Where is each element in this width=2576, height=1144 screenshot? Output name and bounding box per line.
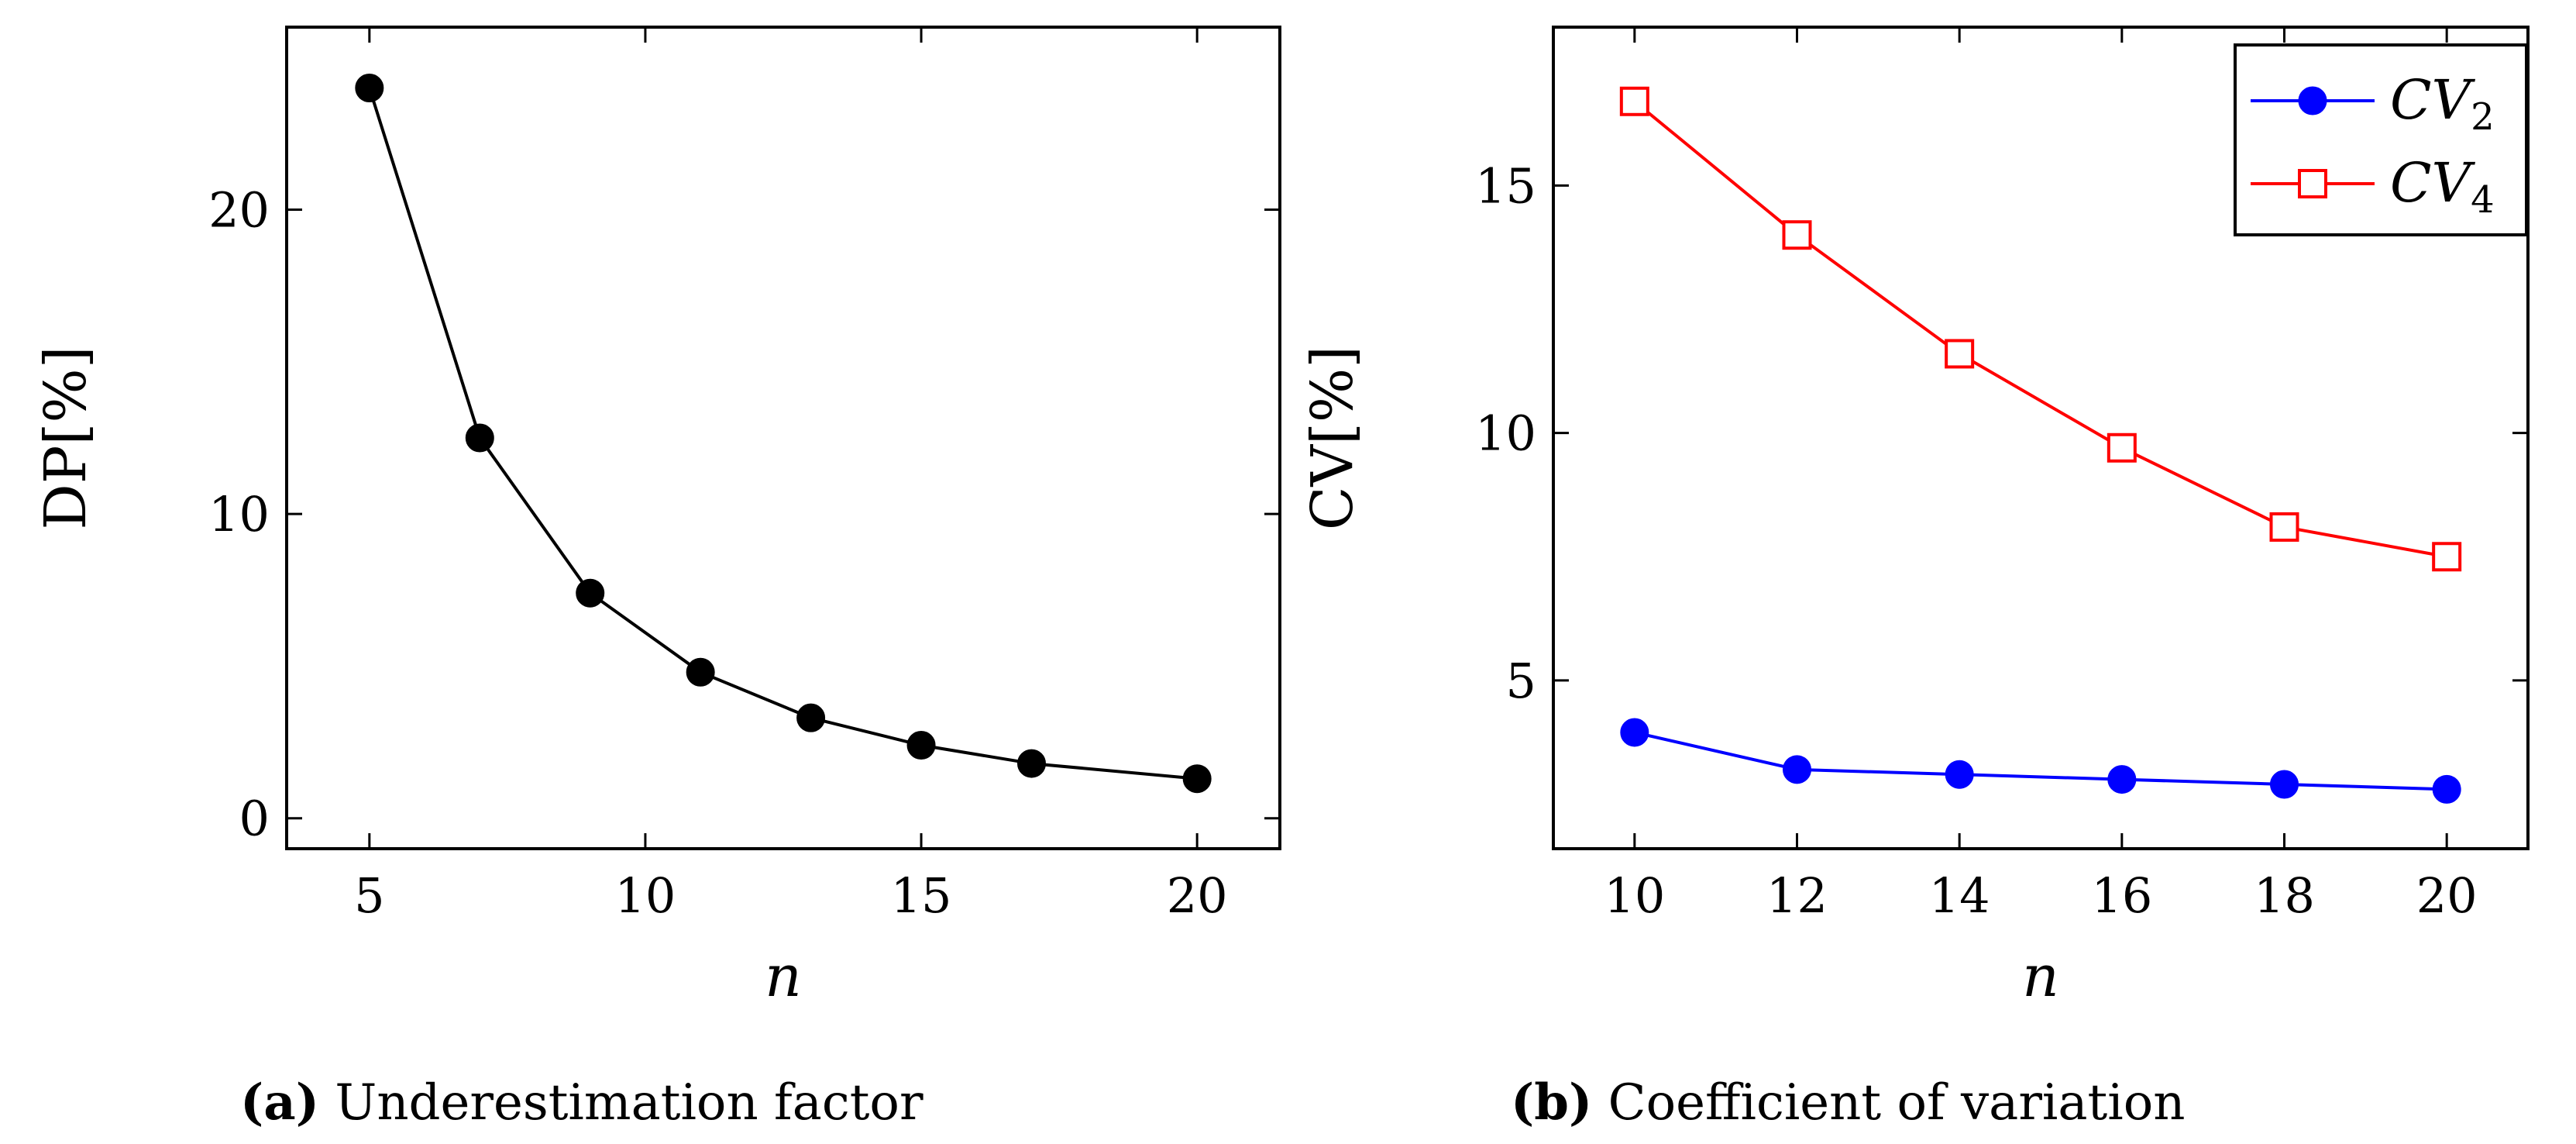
panel-b-x-tick-label: 12	[1766, 867, 1828, 924]
panel-a-data	[355, 74, 1212, 794]
legend-frame	[2234, 43, 2528, 236]
panel-b-x-tick-label: 10	[1604, 867, 1665, 924]
panel-a-plot-frame	[285, 26, 1281, 850]
panel-a-caption: (a) Underestimation factor	[240, 1073, 923, 1132]
panel-b-series-1-point	[2107, 432, 2137, 463]
panel-b-x-tick-label: 14	[1929, 867, 1990, 924]
panel-a-series-0-point	[686, 657, 715, 687]
panel-a-series-0-point	[576, 578, 605, 608]
panel-a-y-tick-label: 10	[208, 486, 270, 543]
panel-b-x-tick-label: 16	[2091, 867, 2152, 924]
panel-b-ticks: 10 12 14 16 18 20 5 10 15	[1475, 27, 2528, 924]
panel-a-y-axis-label: DP[%]	[33, 346, 99, 529]
panel-b-series-0-point	[1945, 760, 1974, 789]
panel-a-y-tick-label: 0	[239, 791, 270, 847]
panel-b-series-0-point	[2107, 765, 2137, 794]
panel-b-series-1-point	[2269, 512, 2299, 542]
panel-b-y-tick-label: 10	[1475, 405, 1536, 462]
panel-a-chart: 5 10 15 20 0 10 20 n DP[%]	[33, 26, 1281, 1010]
panel-b-series-0-point	[1783, 755, 1811, 784]
legend-entry-cv4: CV4	[2251, 151, 2495, 222]
panel-b-plot-frame	[1552, 26, 2530, 850]
panel-a-caption-label: (a)	[240, 1073, 320, 1132]
panel-a-series-0-point	[1182, 764, 1212, 794]
panel-b-series-1-point	[1782, 220, 1812, 250]
panel-b-series-1-point	[1619, 86, 1649, 116]
panel-a-series-0-point	[355, 74, 384, 103]
legend-cv2-marker	[2298, 86, 2327, 115]
panel-a-series-0-line	[367, 87, 1198, 780]
panel-a-series-0-point	[906, 731, 936, 760]
svg-text:CV4: CV4	[2390, 151, 2495, 222]
panel-b-y-axis-label: CV[%]	[1299, 346, 1366, 530]
panel-b-caption-label: (b)	[1511, 1073, 1593, 1132]
panel-a-ticks: 5 10 15 20 0 10 20	[208, 27, 1280, 924]
panel-b-y-tick-label: 5	[1506, 653, 1536, 709]
panel-b-x-tick-label: 20	[2416, 867, 2478, 924]
legend-cv4-marker	[2298, 169, 2327, 198]
panel-b-series-0-point	[1620, 718, 1649, 747]
panel-b-series-1-point	[1945, 339, 1975, 369]
panel-b-series-0-point	[2270, 770, 2299, 799]
panel-b-y-tick-label: 15	[1475, 157, 1536, 214]
svg-text:CV2: CV2	[2390, 68, 2495, 139]
panel-b-x-axis-label: n	[2022, 943, 2059, 1010]
panel-a-x-tick-label: 5	[354, 867, 384, 924]
panel-a-x-tick-label: 15	[891, 867, 952, 924]
legend-cv4-label: CV	[2390, 151, 2476, 215]
panel-b-series-1-line	[1633, 100, 2447, 559]
panel-b-series-0-point	[2432, 774, 2461, 804]
panel-a-series-0-point	[796, 703, 826, 732]
panel-a-x-tick-label: 20	[1167, 867, 1228, 924]
panel-a-series-0-point	[465, 423, 494, 453]
panel-b-data	[1619, 86, 2462, 804]
panel-a-series-0-point	[1017, 749, 1046, 778]
panel-b-x-tick-label: 18	[2254, 867, 2315, 924]
panel-a-x-tick-label: 10	[614, 867, 676, 924]
panel-a-caption-text: Underestimation factor	[335, 1074, 923, 1132]
panel-b-series-1-point	[2432, 542, 2462, 572]
panel-a-y-tick-label: 20	[208, 182, 270, 239]
legend-entry-cv2: CV2	[2251, 68, 2495, 139]
legend-cv2-subscript: 2	[2471, 95, 2495, 139]
panel-b-series-0-line	[1634, 730, 2447, 791]
panel-b-legend: CV2 CV4	[2234, 43, 2528, 236]
panel-b-caption-text: Coefficient of variation	[1608, 1074, 2186, 1132]
panel-a-x-axis-label: n	[765, 943, 802, 1010]
legend-cv2-label: CV	[2390, 68, 2476, 132]
panel-b-caption: (b) Coefficient of variation	[1511, 1073, 2185, 1132]
legend-cv4-subscript: 4	[2471, 178, 2495, 222]
